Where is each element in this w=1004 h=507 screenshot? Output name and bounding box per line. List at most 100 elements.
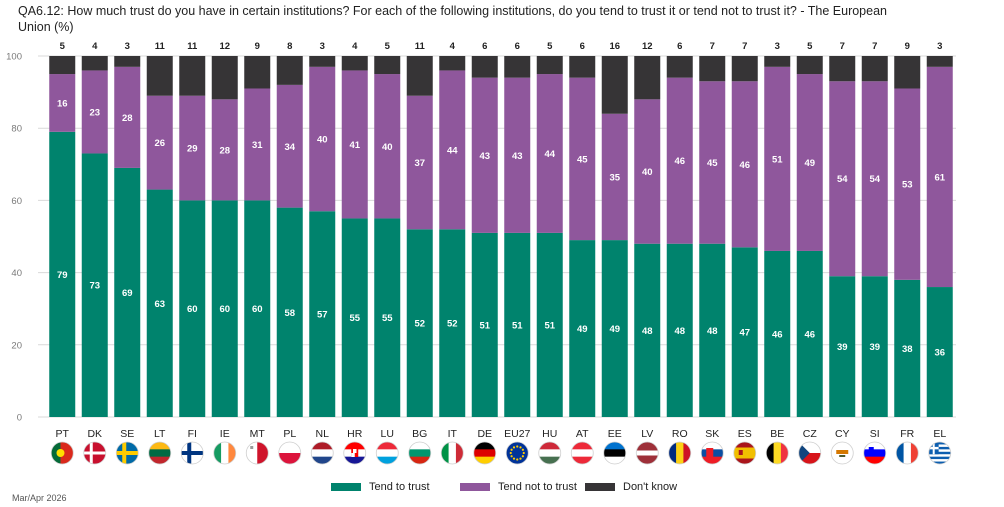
- bar-value-label: 63: [154, 299, 165, 310]
- bar-dont-know: [504, 56, 531, 78]
- bar-value-label: 45: [577, 154, 588, 165]
- bar-dont-know: [634, 56, 661, 100]
- latvia-flag-icon: [635, 441, 659, 465]
- bar-not-trust: [536, 74, 563, 233]
- bar-value-label: 3: [320, 41, 325, 52]
- bar-dont-know: [601, 56, 628, 114]
- bar-value-label: 16: [609, 41, 620, 52]
- bar-value-label: 51: [772, 154, 783, 165]
- bar-value-label: 73: [89, 281, 100, 292]
- bar-trust: [81, 153, 108, 417]
- y-tick-label: 40: [11, 268, 22, 279]
- bar-value-label: 52: [414, 319, 425, 330]
- y-tick-label: 60: [11, 196, 22, 207]
- bar-value-label: 60: [252, 304, 263, 315]
- bar-value-label: 40: [382, 142, 393, 153]
- slovakia-flag-icon: [700, 441, 724, 465]
- legend-label-not-trust: Tend not to trust: [498, 481, 577, 493]
- bar-value-label: 11: [155, 41, 166, 52]
- bar-not-trust: [666, 77, 693, 244]
- bulgaria-flag-icon: [408, 441, 432, 465]
- bar-dont-know: [471, 56, 498, 78]
- bar-value-label: 39: [837, 342, 848, 353]
- bar-trust: [569, 240, 596, 417]
- bar-not-trust: [829, 81, 856, 277]
- finland-flag-icon: [180, 441, 204, 465]
- bar-dont-know: [211, 56, 238, 100]
- bar-value-label: 53: [902, 180, 913, 191]
- spain-flag-icon: [733, 441, 757, 465]
- bar-trust: [764, 250, 791, 417]
- bar-not-trust: [926, 66, 953, 288]
- bar-not-trust: [861, 81, 888, 277]
- bar-not-trust: [471, 77, 498, 233]
- bar-value-label: 8: [287, 41, 292, 52]
- category-label: DK: [87, 428, 102, 440]
- bar-not-trust: [699, 81, 726, 244]
- france-flag-icon: [895, 441, 919, 465]
- bar-not-trust: [764, 66, 791, 251]
- bar-value-label: 3: [125, 41, 130, 52]
- eu-flag-icon: [505, 441, 529, 465]
- category-label: LT: [154, 428, 166, 440]
- bar-value-label: 51: [544, 320, 555, 331]
- legend-item-dont-know: Don't know: [585, 481, 677, 493]
- bar-trust: [471, 232, 498, 417]
- malta-flag-icon: [245, 441, 269, 465]
- lithuania-flag-icon: [148, 441, 172, 465]
- bar-trust: [114, 167, 141, 417]
- bar-value-label: 36: [934, 348, 945, 359]
- bar-value-label: 5: [385, 41, 391, 52]
- bar-value-label: 6: [482, 41, 487, 52]
- bar-value-label: 7: [840, 41, 845, 52]
- bar-value-label: 39: [869, 342, 880, 353]
- bar-value-label: 57: [317, 310, 328, 321]
- category-label: DE: [477, 428, 492, 440]
- germany-flag-icon: [473, 441, 497, 465]
- bar-not-trust: [244, 88, 271, 201]
- bar-not-trust: [406, 95, 433, 230]
- bar-dont-know: [536, 56, 563, 75]
- category-label: ES: [738, 428, 752, 440]
- bar-dont-know: [731, 56, 758, 82]
- bar-value-label: 4: [92, 41, 98, 52]
- czechia-flag-icon: [798, 441, 822, 465]
- stacked-bar-chart: 02040608010079165PT73234DK69283SE632611L…: [6, 41, 956, 465]
- category-label: HR: [347, 428, 363, 440]
- bar-value-label: 12: [642, 41, 653, 52]
- greece-flag-icon: [928, 441, 952, 465]
- bar-trust: [179, 200, 206, 417]
- legend-item-not-trust: Tend not to trust: [460, 481, 577, 493]
- bar-value-label: 58: [284, 308, 295, 319]
- poland-flag-icon: [278, 441, 302, 465]
- chart-title: QA6.12: How much trust do you have in ce…: [18, 4, 887, 34]
- bar-dont-know: [699, 56, 726, 82]
- bar-trust: [406, 229, 433, 417]
- bar-dont-know: [894, 56, 921, 89]
- bar-value-label: 41: [349, 140, 360, 151]
- category-label: SI: [870, 428, 880, 440]
- bar-value-label: 51: [512, 320, 523, 331]
- legend-label-trust: Tend to trust: [369, 481, 430, 493]
- bar-value-label: 26: [154, 138, 165, 149]
- bar-not-trust: [634, 99, 661, 244]
- category-label: LV: [641, 428, 653, 440]
- bar-trust: [211, 200, 238, 417]
- bar-value-label: 31: [252, 140, 263, 151]
- bar-value-label: 3: [937, 41, 942, 52]
- category-label: EU27: [504, 428, 530, 440]
- bar-not-trust: [49, 74, 76, 132]
- bar-value-label: 61: [934, 172, 945, 183]
- bar-trust: [666, 243, 693, 417]
- bar-value-label: 5: [547, 41, 553, 52]
- category-label: FI: [188, 428, 197, 440]
- bar-not-trust: [276, 84, 303, 208]
- category-label: LU: [381, 428, 394, 440]
- bar-value-label: 4: [450, 41, 456, 52]
- bar-trust: [309, 211, 336, 417]
- y-tick-label: 0: [17, 413, 22, 424]
- bar-trust: [504, 232, 531, 417]
- bar-value-label: 52: [447, 319, 458, 330]
- bar-dont-know: [114, 56, 141, 67]
- bar-trust: [276, 207, 303, 417]
